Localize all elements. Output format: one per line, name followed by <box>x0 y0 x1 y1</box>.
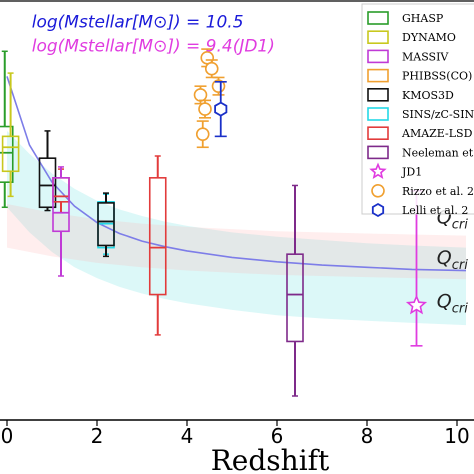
legend-swatch <box>367 88 389 102</box>
box-body <box>1 135 20 173</box>
annotation-text: Q <box>437 247 452 269</box>
legend-label: Neeleman et al. <box>402 146 474 159</box>
x-tick-label: 6 <box>271 424 284 448</box>
legend-entry-sins-zc-sinf: SINS/zC-SINF <box>367 107 474 121</box>
point-lelli-et-al-6 <box>214 81 228 138</box>
mstellar-9.4-band <box>7 204 466 280</box>
legend-label: Lelli et al. 2 <box>402 204 468 217</box>
x-tick-label: 4 <box>181 424 194 448</box>
legend-swatch <box>367 145 389 160</box>
x-axis-label: Redshift <box>211 444 330 474</box>
legend-swatch-circle <box>371 184 385 198</box>
legend-entry-jd1: JD1 <box>369 162 422 179</box>
annotation-text: log(Mstellar[M⊙]) = 10.5 <box>32 12 244 32</box>
legend-entry-rizzo-et-al-2: Rizzo et al. 2 <box>371 184 474 198</box>
legend-label: AMAZE-LSD <box>401 127 473 140</box>
annotation-subscript: cri <box>452 218 468 233</box>
point-marker-circle <box>198 102 212 116</box>
legend-entry-neeleman-et-al: Neeleman et al. <box>367 145 474 160</box>
legend-swatch-star <box>369 162 387 179</box>
box-body <box>0 125 14 183</box>
annotation-3: Qcri <box>437 247 468 273</box>
confidence-bands <box>7 130 466 326</box>
box-neeleman-et-al-8 <box>286 184 304 397</box>
legend-label: GHASP <box>402 12 444 25</box>
legend-entry-dynamo: DYNAMO <box>367 30 456 45</box>
legend-swatch <box>367 49 389 64</box>
legend-entry-amaze-lsd: AMAZE-LSD <box>367 126 473 140</box>
point-rizzo-et-al-5 <box>195 120 210 149</box>
annotations: log(Mstellar[M⊙]) = 10.5 log(Mstellar[M⊙]… <box>32 12 468 316</box>
annotation-1: log(Mstellar[M⊙]) = 9.4(JD1) <box>32 36 275 56</box>
x-ticks: 0 2 4 6 8 10 <box>1 420 470 448</box>
legend-entry-massiv: MASSIV <box>367 49 449 64</box>
box-series <box>0 50 304 397</box>
annotation-text: Q <box>437 291 452 313</box>
point-series <box>193 48 428 347</box>
legend-label: MASSIV <box>402 50 449 63</box>
x-tick-label: 2 <box>91 424 104 448</box>
legend-entry-ghasp: GHASP <box>367 11 444 25</box>
legend-swatch-hexagon <box>371 202 385 218</box>
box-massiv-4 <box>52 166 70 277</box>
legend-swatch <box>367 11 389 25</box>
legend-swatch <box>367 68 389 83</box>
plot-frame <box>0 0 474 421</box>
annotation-4: Qcri <box>437 291 468 317</box>
point-marker-circle <box>195 127 210 141</box>
box-body <box>286 253 304 343</box>
legend-label: SINS/zC-SINF <box>402 108 474 121</box>
annotation-subscript: cri <box>452 302 468 317</box>
legend-frame <box>361 3 474 215</box>
legend-label: Rizzo et al. 2 <box>402 185 474 198</box>
legend-label: DYNAMO <box>402 31 456 44</box>
box-ghasp-0 <box>0 50 14 209</box>
box-dynamo-1 <box>1 72 20 198</box>
box-body <box>97 202 115 247</box>
legend-entry-kmos3d: KMOS3D <box>367 88 454 102</box>
x-tick-label: 8 <box>361 424 374 448</box>
point-marker-star <box>405 294 428 315</box>
legend-swatch <box>367 107 389 121</box>
x-tick-label: 0 <box>1 424 14 448</box>
annotation-text: log(Mstellar[M⊙]) = 9.4(JD1) <box>32 36 275 56</box>
model-curves <box>6 76 467 272</box>
point-marker-circle <box>193 88 208 102</box>
box-body <box>148 177 167 296</box>
box-body <box>38 157 57 209</box>
legend-label: PHIBSS(CO) <box>402 70 472 83</box>
mstellar-10.5-curve <box>6 76 467 272</box>
box-kmos3d-6 <box>97 192 115 258</box>
legend-label: KMOS3D <box>402 89 454 102</box>
mstellar-10.5-band <box>7 130 466 326</box>
point-marker-hexagon <box>214 101 228 117</box>
legend-entry-phibss-co: PHIBSS(CO) <box>367 68 472 83</box>
x-tick-label: 10 <box>444 424 469 448</box>
annotation-0: log(Mstellar[M⊙]) = 10.5 <box>32 12 244 32</box>
point-marker-circle <box>204 61 219 76</box>
legend-swatch <box>367 30 389 45</box>
legend-entry-lelli-et-al-2: Lelli et al. 2 <box>371 202 468 218</box>
legend-label: JD1 <box>401 166 422 179</box>
point-rizzo-et-al-4 <box>198 99 212 119</box>
box-body <box>52 177 70 233</box>
box-amaze-lsd-7 <box>148 155 167 336</box>
legend-swatch <box>367 126 389 140</box>
point-rizzo-et-al-2 <box>211 76 226 96</box>
annotation-subscript: cri <box>452 258 468 273</box>
legend: GHASP DYNAMO MASSIV PHIBSS(CO) KMOS3D SINS/zC… <box>361 3 474 218</box>
